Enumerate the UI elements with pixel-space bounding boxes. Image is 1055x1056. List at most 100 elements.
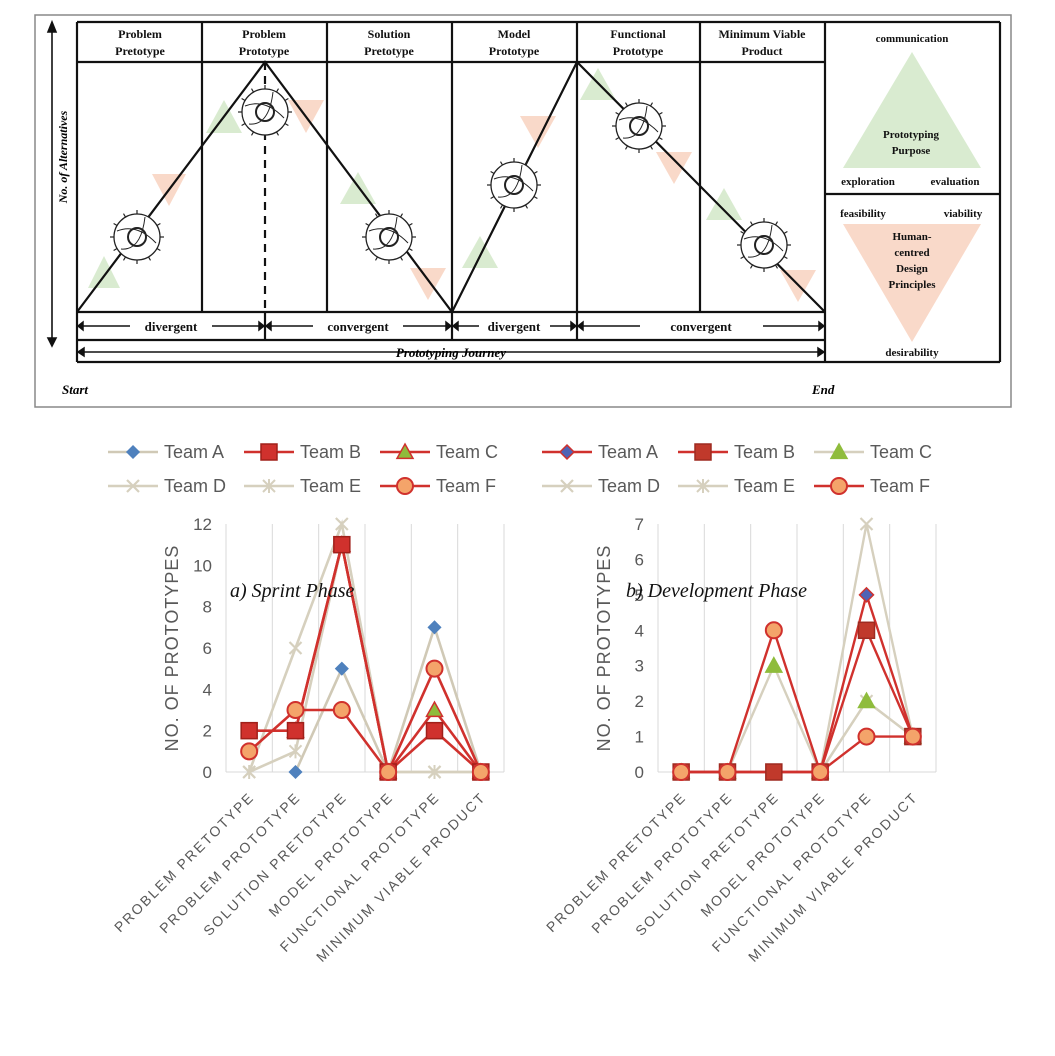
y-tick-label: 4	[203, 680, 212, 699]
gear-tooth	[649, 102, 654, 107]
diagram-frame	[34, 14, 1012, 408]
gear-outer-ring	[113, 213, 161, 261]
data-point-team-c	[764, 656, 784, 673]
gear-tooth	[374, 213, 379, 218]
data-point-team-b	[857, 621, 876, 640]
x-tick-label: MINIMUM VIABLE PRODUCT	[745, 789, 921, 965]
principles-center-line1: Human-	[892, 231, 931, 243]
legend-marker	[560, 479, 574, 493]
stage-5-line1: Functional	[610, 27, 666, 41]
caption-sprint-phase: a) Sprint Phase	[230, 580, 355, 602]
stage-2-line2: Prototype	[239, 44, 290, 58]
gear-tooth	[284, 97, 289, 102]
y-tick-label: 12	[193, 515, 212, 534]
data-point-team-f	[764, 621, 783, 640]
gear-tooth	[408, 222, 413, 227]
start-label: Start	[62, 382, 88, 397]
stage-5-line2: Prototype	[613, 44, 664, 58]
gear-icon	[737, 218, 791, 272]
data-point-team-f	[811, 763, 830, 781]
end-label: End	[811, 382, 835, 397]
phase-2-label: convergent	[327, 319, 389, 334]
principles-right: viability	[944, 208, 983, 220]
data-point-team-f	[425, 659, 444, 678]
series-line-team-f	[248, 665, 483, 775]
gear-tooth	[524, 161, 529, 166]
legend-label: Team A	[598, 442, 658, 462]
gear-tooth	[365, 247, 370, 252]
gear-tooth	[658, 111, 663, 116]
legend-marker	[829, 442, 849, 460]
legend-marker	[125, 444, 141, 460]
phase-arrow-head	[570, 320, 578, 332]
gear-outer-ring	[365, 213, 413, 261]
gear-tooth	[365, 222, 370, 227]
stage-4-line2: Prototype	[489, 44, 540, 58]
data-point-team-b	[333, 535, 351, 554]
green-triangle	[462, 236, 498, 268]
gear-inner-ring	[255, 102, 275, 122]
gear-outer-ring	[615, 102, 663, 150]
principles-center-line2: centred	[894, 247, 929, 259]
legend-marker	[696, 479, 710, 493]
y-tick-label: 6	[203, 639, 212, 658]
gear-outer-ring	[490, 161, 538, 209]
gear-tooth	[147, 213, 152, 218]
purpose-triangle	[843, 52, 981, 168]
gear-tooth	[122, 256, 127, 261]
gear-arc	[493, 176, 534, 192]
data-point-team-f	[857, 727, 876, 746]
legend-label: Team E	[300, 476, 361, 496]
y-tick-label: 4	[635, 621, 644, 640]
gear-tooth	[624, 145, 629, 150]
gear-tooth	[615, 111, 620, 116]
stage-1-line1: Problem	[118, 27, 162, 41]
gear-tooth	[783, 230, 788, 235]
y-tick-label: 5	[635, 586, 644, 605]
data-point-team-e	[427, 765, 442, 779]
prototyping-journey-diagram: No. of Alternatives Problem Pretotype Pr…	[34, 14, 1012, 408]
y-tick-label: 2	[203, 722, 212, 741]
legend-marker	[260, 443, 278, 461]
gear-arc	[743, 236, 784, 252]
principles-center-line3: Design	[896, 263, 928, 275]
salmon-triangle	[656, 152, 692, 184]
legend-label: Team F	[870, 476, 930, 496]
y-axis-label: No. of Alternatives	[56, 110, 70, 204]
gear-arc	[116, 228, 157, 244]
stage-6-line1: Minimum Viable	[718, 27, 806, 41]
stage-6-line2: Product	[741, 44, 782, 58]
legend-marker	[396, 477, 414, 495]
gear-icon	[487, 158, 541, 212]
data-point-team-a	[427, 620, 442, 635]
journey-label: Prototyping Journey	[396, 345, 506, 360]
data-point-team-f	[332, 701, 351, 719]
gear-arc	[618, 117, 659, 133]
salmon-triangle	[410, 268, 446, 300]
legend-marker	[262, 479, 276, 493]
principles-bottom: desirability	[885, 347, 939, 359]
gear-arc	[747, 224, 773, 258]
y-axis-label: NO. OF PROTOTYPES	[162, 545, 182, 752]
y-axis-label: NO. OF PROTOTYPES	[594, 545, 614, 752]
gear-arc	[497, 164, 523, 198]
data-point-team-b	[425, 721, 444, 740]
gear-inner-ring	[754, 235, 774, 255]
gear-tooth	[113, 247, 118, 252]
green-triangle	[706, 188, 742, 220]
gear-tooth	[615, 136, 620, 141]
gear-icon	[110, 210, 164, 264]
gear-tooth	[250, 88, 255, 93]
gear-tooth	[649, 145, 654, 150]
stage-2-line1: Problem	[242, 27, 286, 41]
gear-arc	[120, 216, 146, 250]
principles-left: feasibility	[840, 208, 886, 220]
purpose-center-line2: Purpose	[892, 145, 931, 157]
data-point-team-e	[288, 744, 303, 759]
y-tick-label: 8	[203, 598, 212, 617]
gear-tooth	[524, 204, 529, 209]
gear-inner-ring	[127, 227, 147, 247]
gear-arc	[248, 91, 274, 125]
gear-tooth	[749, 221, 754, 226]
gear-tooth	[783, 255, 788, 260]
